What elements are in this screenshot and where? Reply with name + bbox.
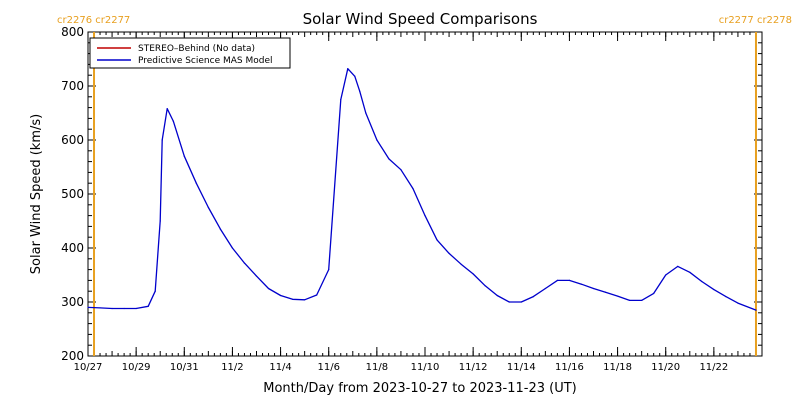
series-lines (87, 68, 757, 311)
x-tick-label: 11/20 (651, 362, 680, 373)
series-point-1 (400, 169, 402, 171)
plot-area (87, 31, 763, 357)
series-point-1 (99, 307, 101, 309)
x-tick-label: 11/10 (411, 362, 440, 373)
series-point-1 (604, 291, 607, 293)
x-axis-label: Month/Day from 2023-10-27 to 2023-11-23 … (263, 381, 576, 396)
series-point-1 (340, 98, 342, 101)
series-point-1 (508, 301, 510, 303)
series-point-1 (629, 299, 631, 301)
series-point-1 (701, 280, 703, 283)
series-point-1 (207, 206, 209, 209)
series-point-1 (354, 75, 356, 77)
series-point-1 (448, 252, 450, 254)
series-point-1 (592, 287, 595, 290)
carrington-markers: cr2276 cr2277 cr2277 cr2278 (57, 15, 792, 356)
chart-title: Solar Wind Speed Comparisons (303, 10, 538, 28)
series-point-1 (166, 108, 168, 110)
series-point-1 (219, 228, 221, 230)
y-tick-label: 600 (61, 133, 84, 147)
series-line-1 (87, 68, 757, 311)
y-tick-label: 500 (61, 187, 84, 201)
series-point-1 (231, 247, 234, 249)
x-tick-label: 11/18 (603, 362, 632, 373)
series-point-1 (520, 301, 522, 303)
series-point-1 (347, 68, 349, 70)
series-point-1 (159, 220, 161, 222)
series-point-1 (689, 271, 691, 273)
series-point-1 (424, 215, 426, 217)
y-tick-label: 300 (61, 295, 84, 309)
x-tick-label: 11/4 (269, 362, 291, 373)
y-axis: 200 300 400 500 600 700 800 (61, 25, 762, 363)
x-tick-label: 11/8 (366, 362, 388, 373)
series-point-1 (641, 299, 643, 301)
x-tick-label: 11/6 (317, 362, 339, 373)
series-point-1 (243, 262, 246, 264)
x-tick-label: 10/31 (170, 362, 199, 373)
series-point-1 (496, 294, 498, 297)
series-point-1 (147, 305, 149, 307)
x-tick-label: 11/14 (507, 362, 536, 373)
series-point-1 (123, 307, 125, 310)
legend-label-stereo: STEREO–Behind (No data) (138, 44, 255, 54)
series-point-1 (172, 120, 174, 122)
series-point-1 (161, 139, 163, 141)
series-point-1 (388, 158, 390, 160)
series-point-1 (328, 269, 330, 271)
series-point-1 (737, 302, 739, 304)
plot-frame (87, 31, 763, 357)
series-point-1 (725, 296, 727, 298)
x-tick-label: 10/27 (74, 362, 103, 373)
series-point-1 (304, 299, 306, 301)
series-point-1 (255, 275, 258, 277)
series-point-1 (195, 182, 197, 184)
series-point-1 (484, 285, 486, 287)
y-tick-label: 200 (61, 349, 84, 363)
x-tick-label: 11/16 (555, 362, 584, 373)
legend: STEREO–Behind (No data) Predictive Scien… (89, 37, 291, 69)
series-point-1 (580, 283, 583, 285)
x-axis: 10/27 10/29 10/31 11/2 11/4 11/6 11/8 11/10 11/1… (74, 32, 763, 373)
x-tick-label: 11/22 (699, 362, 728, 373)
carrington-marker-label: cr2276 cr2277 (57, 15, 130, 26)
series-point-1 (412, 188, 414, 190)
series-point-1 (135, 307, 137, 310)
series-point-1 (376, 139, 378, 141)
series-point-1 (183, 155, 185, 157)
series-point-1 (713, 288, 715, 291)
legend-box (89, 37, 291, 69)
x-tick-label: 11/12 (459, 362, 488, 373)
series-point-1 (436, 239, 438, 241)
series-point-1 (292, 298, 294, 300)
series-point-1 (472, 273, 474, 275)
x-tick-label: 11/2 (221, 362, 243, 373)
legend-label-mas: Predictive Science MAS Model (138, 56, 273, 66)
series-point-1 (568, 279, 571, 281)
series-point-1 (556, 279, 558, 281)
y-axis-label: Solar Wind Speed (km/s) (29, 114, 44, 274)
series-point-1 (755, 309, 757, 311)
series-point-1 (87, 306, 89, 308)
series-point-1 (544, 287, 546, 290)
carrington-marker-label: cr2277 cr2278 (719, 15, 792, 26)
series-point-1 (359, 90, 361, 92)
series-point-1 (653, 292, 655, 294)
series-point-1 (154, 290, 156, 292)
x-tick-label: 10/29 (122, 362, 151, 373)
series-point-1 (111, 307, 113, 310)
series-point-1 (665, 274, 667, 276)
series-point-1 (316, 294, 318, 296)
y-tick-label: 700 (61, 79, 84, 93)
series-point-1 (460, 263, 462, 265)
series-point-1 (267, 287, 270, 290)
series-point-1 (677, 265, 679, 267)
series-point-1 (616, 295, 619, 297)
series-point-1 (532, 296, 534, 298)
y-tick-label: 400 (61, 241, 84, 255)
series-point-1 (365, 112, 367, 114)
y-tick-label: 800 (61, 25, 84, 39)
series-point-1 (279, 294, 282, 297)
